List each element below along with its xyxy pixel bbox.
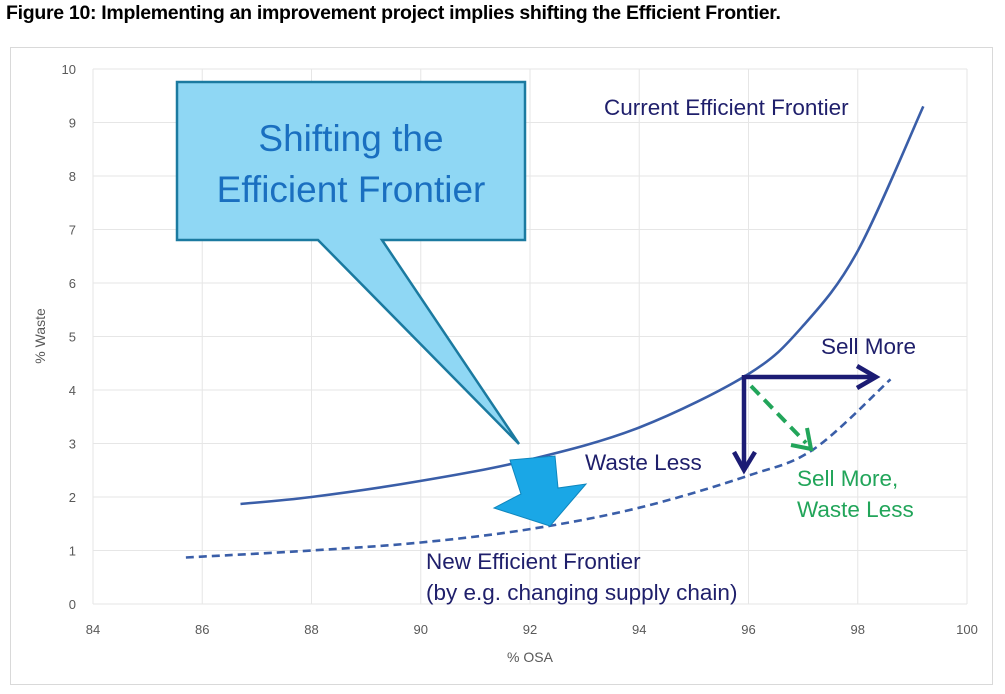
x-tick-label: 100 bbox=[956, 622, 978, 637]
x-tick-label: 88 bbox=[304, 622, 318, 637]
x-tick-label: 84 bbox=[86, 622, 100, 637]
x-tick-label: 96 bbox=[741, 622, 755, 637]
figure-title: Figure 10: Implementing an improvement p… bbox=[6, 2, 781, 24]
current-frontier-curve bbox=[240, 105, 925, 506]
sell-more-waste-less-label-line1: Sell More, bbox=[797, 466, 898, 491]
y-tick-label: 10 bbox=[62, 62, 76, 77]
x-tick-label: 90 bbox=[414, 622, 428, 637]
x-tick-label: 92 bbox=[523, 622, 537, 637]
current-frontier-label: Current Efficient Frontier bbox=[604, 95, 849, 120]
x-tick-label: 98 bbox=[851, 622, 865, 637]
y-axis-title: % Waste bbox=[32, 308, 48, 364]
y-axis-ticks: 0 1 2 3 4 5 6 7 8 9 10 bbox=[62, 62, 76, 612]
y-tick-label: 5 bbox=[69, 330, 76, 345]
y-tick-label: 3 bbox=[69, 437, 76, 452]
y-tick-label: 4 bbox=[69, 383, 76, 398]
y-tick-label: 7 bbox=[69, 223, 76, 238]
y-tick-label: 9 bbox=[69, 116, 76, 131]
callout-box bbox=[175, 80, 527, 445]
y-tick-label: 0 bbox=[69, 597, 76, 612]
callout-text-line1: Shifting the bbox=[258, 118, 443, 159]
new-frontier-label-line2: (by e.g. changing supply chain) bbox=[426, 580, 737, 605]
sell-more-label: Sell More bbox=[821, 334, 916, 359]
chart-frame bbox=[10, 47, 993, 685]
shift-down-block-arrow bbox=[492, 455, 588, 527]
waste-less-label: Waste Less bbox=[585, 450, 702, 475]
sell-more-waste-less-label-line2: Waste Less bbox=[797, 497, 914, 522]
waste-less-arrow bbox=[732, 375, 757, 475]
sell-more-waste-less-arrow bbox=[749, 384, 814, 452]
new-frontier-label-line1: New Efficient Frontier bbox=[426, 549, 641, 574]
y-tick-label: 1 bbox=[69, 544, 76, 559]
y-tick-label: 8 bbox=[69, 169, 76, 184]
x-axis-title: % OSA bbox=[507, 649, 554, 665]
x-tick-label: 94 bbox=[632, 622, 646, 637]
y-tick-label: 6 bbox=[69, 276, 76, 291]
x-tick-label: 86 bbox=[195, 622, 209, 637]
x-axis-ticks: 84 86 88 90 92 94 96 98 100 bbox=[86, 622, 978, 637]
callout-text-line2: Efficient Frontier bbox=[217, 169, 486, 210]
sell-more-arrow bbox=[744, 364, 881, 390]
y-tick-label: 2 bbox=[69, 490, 76, 505]
